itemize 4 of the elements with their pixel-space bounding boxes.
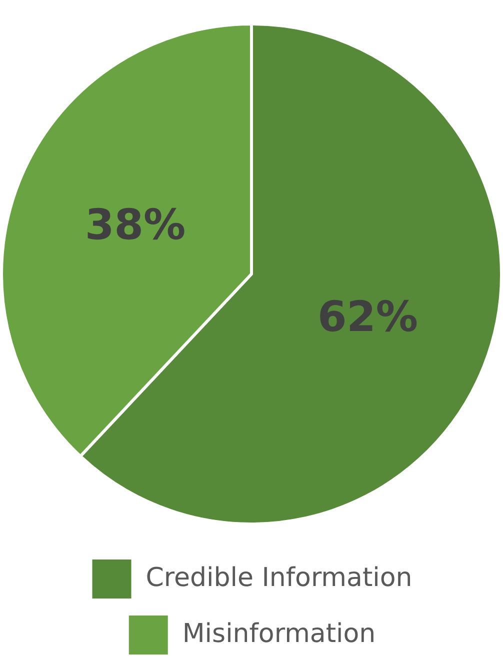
data-label: 38% (85, 200, 186, 249)
legend-label: Credible Information (146, 562, 412, 593)
legend-label: Misinformation (182, 618, 376, 649)
data-label: 62% (317, 292, 418, 341)
